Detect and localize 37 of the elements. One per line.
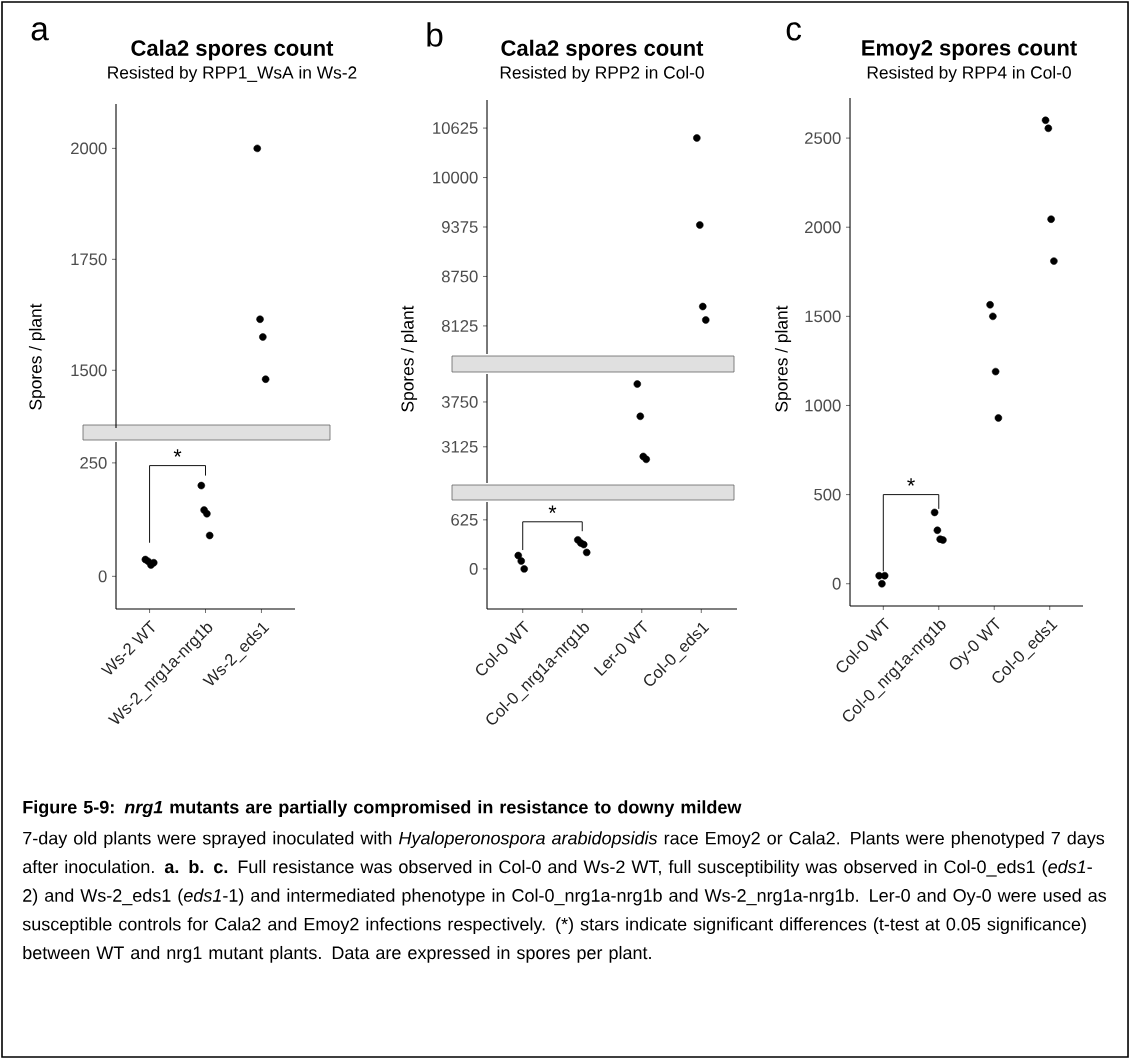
text: b (427, 22, 443, 47)
chart-title: Emoy2 spores count (862, 40, 1077, 60)
y-tick-label: 3750 (441, 396, 478, 408)
chart-subtitle: Resisted by RPP2 in Col-0 (500, 65, 704, 83)
y-tick-label: 8125 (441, 320, 478, 332)
y-tick-label: 0 (469, 563, 478, 575)
y-tick-label: 500 (814, 488, 841, 501)
y-axis-title: Spores / plant (28, 303, 46, 410)
text: c (786, 22, 802, 41)
y-tick-label: 1500 (805, 310, 841, 323)
y-axis-title: Spores / plant (400, 305, 418, 412)
y-tick-label: 3125 (441, 440, 478, 453)
y-tick-label: 10000 (433, 171, 478, 184)
y-tick-label: 250 (80, 456, 107, 469)
chart-subtitle: Resisted by RPP1_WsA in Ws-2 (108, 65, 357, 83)
y-tick-label: 0 (832, 577, 841, 590)
y-tick-label: 10625 (433, 122, 478, 134)
y-axis-title: Spores / plant (774, 305, 792, 412)
text: a (31, 22, 49, 41)
annotation: * (907, 478, 915, 486)
chart-title: Cala2 spores count (131, 39, 334, 61)
y-tick-label: 2000 (71, 142, 107, 155)
caption: Figure 5-9: nrg1 mutants are partially compromised in resistance to downy mildew (23, 800, 742, 818)
y-tick-label: 1500 (71, 364, 107, 377)
y-tick-label: 1750 (71, 253, 107, 266)
y-tick-label: 625 (451, 513, 478, 526)
annotation: * (173, 449, 182, 457)
y-tick-label: 0 (98, 570, 107, 583)
y-tick-label: 8750 (441, 270, 478, 283)
y-tick-label: 1000 (805, 399, 841, 412)
chart-subtitle: Resisted by RPP4 in Col-0 (867, 65, 1071, 83)
y-tick-label: 2500 (805, 132, 841, 145)
chart-title: Cala2 spores count (501, 39, 704, 61)
y-tick-label: 2000 (805, 221, 841, 234)
annotation: * (548, 505, 557, 513)
y-tick-label: 9375 (441, 221, 478, 233)
text: 7-day old plants were sprayed inoculated with Hyaloperonospora arabidopsidis race Emoy2 or Cala2. Plants were phenotyped 7 days after inoculation. a. b. c. Full resistance was observed in Col-0 and Ws-2 WT, full susceptibility was observed in Col-0_eds1 (eds1-2) and Ws-2_eds1 (eds1-1) and intermediated phenotype in Col-0_nrg1a-nrg1b and Ws-2_nrg1a-nrg1b. Ler-0 and Oy-0 were used as susceptible controls for Cala2 and Emoy2 infections respectively. (*) stars indicate significant differences (t-test at 0.05 significance) between WT and nrg1 mutant plants. Data are expressed in spores per plant. (22, 831, 1107, 963)
